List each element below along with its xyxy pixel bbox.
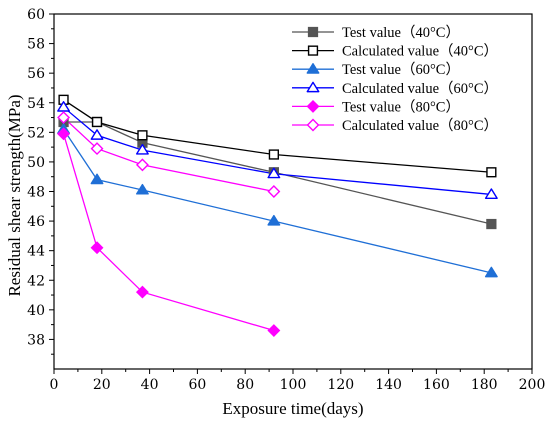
data-point — [486, 167, 497, 178]
data-point — [135, 158, 149, 172]
x-axis-title: Exposure time(days) — [222, 399, 363, 418]
series-line-5 — [62, 133, 275, 332]
x-tick-label: 80 — [236, 377, 254, 393]
y-tick-label: 58 — [27, 37, 45, 53]
y-tick-label: 42 — [27, 273, 45, 289]
x-tick-label: 100 — [280, 377, 307, 393]
data-point — [486, 218, 497, 230]
x-tick-label: 60 — [188, 377, 206, 393]
legend-marker — [306, 81, 320, 93]
data-point — [267, 185, 281, 198]
legend-marker — [307, 26, 319, 38]
x-tick-label: 200 — [519, 377, 546, 393]
data-point — [137, 130, 148, 141]
data-point — [135, 285, 149, 299]
x-tick-label: 120 — [327, 377, 354, 393]
legend-label: Calculated value（40°C） — [342, 43, 498, 60]
legend: Test value（40°C）Calculated value（40°C）Te… — [292, 24, 498, 134]
x-tick-label: 180 — [471, 377, 498, 393]
y-tick-label: 50 — [27, 155, 45, 171]
legend-label: Test value（40°C） — [342, 24, 460, 41]
data-point — [135, 143, 149, 155]
y-tick-label: 44 — [27, 244, 45, 260]
legend-marker — [306, 118, 320, 132]
y-tick-label: 52 — [27, 125, 45, 141]
y-tick-label: 46 — [27, 214, 45, 230]
y-axis-title: Residual shear strength(MPa) — [5, 94, 24, 296]
data-point — [90, 173, 104, 185]
y-tick-label: 54 — [27, 96, 45, 112]
data-point — [90, 129, 104, 140]
data-point — [484, 266, 498, 278]
data-point — [57, 101, 70, 112]
legend-label: Calculated value（80°C） — [342, 117, 498, 134]
y-tick-label: 60 — [27, 7, 45, 23]
data-point — [267, 324, 281, 337]
data-point — [57, 127, 71, 141]
data-point — [91, 116, 103, 128]
legend-marker — [306, 99, 320, 113]
data-point — [90, 142, 104, 156]
legend-label: Calculated value（60°C） — [342, 80, 498, 97]
data-point — [267, 214, 281, 226]
x-tick-label: 160 — [423, 377, 450, 393]
y-tick-label: 38 — [27, 332, 45, 348]
data-point — [57, 111, 71, 124]
legend-marker — [306, 63, 320, 74]
series-line-6 — [63, 117, 275, 193]
data-point — [267, 167, 281, 179]
legend-label: Test value（60°C） — [342, 61, 460, 78]
x-tick-label: 140 — [375, 377, 402, 393]
series-markers — [57, 94, 498, 337]
x-tick-label: 0 — [50, 377, 59, 393]
legend-label: Test value（80°C） — [342, 98, 460, 115]
y-tick-label: 56 — [27, 66, 45, 82]
axes: 0 20 40 60 80 100 120 140 160 180 200 38 40 42 44 46 48 5… — [27, 7, 545, 393]
data-point — [90, 241, 104, 255]
y-tick-label: 48 — [27, 185, 45, 201]
x-tick-label: 20 — [93, 377, 111, 393]
x-tick-label: 40 — [141, 377, 159, 393]
legend-marker — [307, 45, 319, 56]
data-point — [484, 188, 498, 199]
y-tick-label: 40 — [27, 303, 45, 319]
data-point — [135, 183, 149, 195]
data-point — [268, 149, 279, 160]
